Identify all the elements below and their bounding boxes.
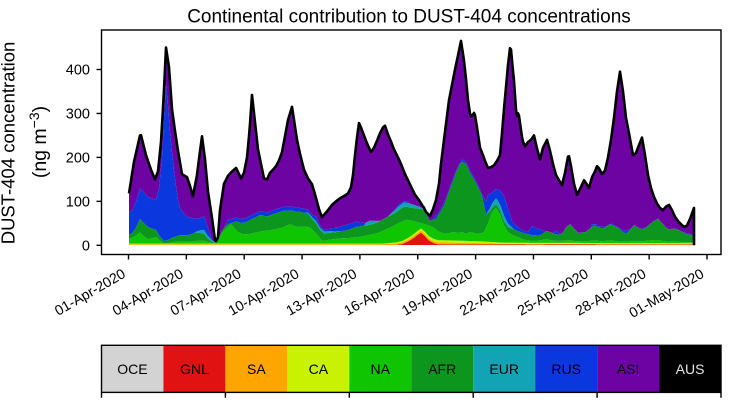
svg-text:RUS: RUS <box>551 361 581 377</box>
svg-text:ASI: ASI <box>617 361 640 377</box>
svg-text:CA: CA <box>309 361 329 377</box>
svg-text:400: 400 <box>66 63 90 79</box>
svg-text:0: 0 <box>82 238 90 254</box>
svg-text:GNL: GNL <box>180 361 209 377</box>
svg-text:200: 200 <box>66 150 90 166</box>
svg-text:EUR: EUR <box>489 361 519 377</box>
svg-text:100: 100 <box>66 194 90 210</box>
svg-text:NA: NA <box>371 361 391 377</box>
svg-text:300: 300 <box>66 106 90 122</box>
svg-text:OCE: OCE <box>117 361 147 377</box>
svg-text:AUS: AUS <box>676 361 705 377</box>
svg-text:AFR: AFR <box>428 361 456 377</box>
svg-text:DUST-404 concentration: DUST-404 concentration <box>0 42 19 245</box>
svg-text:Continental contribution to DU: Continental contribution to DUST-404 con… <box>187 7 631 28</box>
svg-text:SA: SA <box>247 361 266 377</box>
